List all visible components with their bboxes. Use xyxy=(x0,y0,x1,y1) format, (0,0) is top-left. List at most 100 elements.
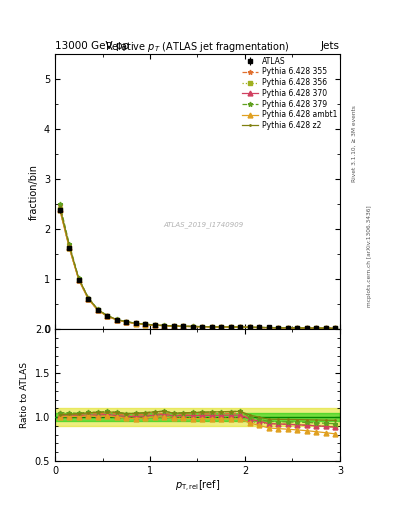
Text: mcplots.cern.ch [arXiv:1306.3436]: mcplots.cern.ch [arXiv:1306.3436] xyxy=(367,205,373,307)
Pythia 6.428 370 xyxy=(247,324,252,330)
Pythia 6.428 z2 xyxy=(219,324,224,330)
Pythia 6.428 ambt1 xyxy=(152,322,157,328)
Line: Pythia 6.428 370: Pythia 6.428 370 xyxy=(57,206,338,331)
Pythia 6.428 ambt1 xyxy=(295,325,299,331)
Pythia 6.428 356 xyxy=(228,324,233,330)
Pythia 6.428 ambt1 xyxy=(314,325,319,331)
Pythia 6.428 379 xyxy=(181,323,185,329)
Pythia 6.428 370 xyxy=(200,324,205,330)
Pythia 6.428 ambt1 xyxy=(171,323,176,329)
Pythia 6.428 z2 xyxy=(333,325,338,331)
Pythia 6.428 356 xyxy=(295,325,299,331)
Pythia 6.428 355 xyxy=(124,319,129,325)
Pythia 6.428 355 xyxy=(276,325,281,331)
Pythia 6.428 370 xyxy=(181,323,185,329)
Pythia 6.428 z2 xyxy=(143,321,148,327)
Pythia 6.428 z2 xyxy=(323,325,328,331)
Pythia 6.428 355 xyxy=(86,295,91,301)
Pythia 6.428 356 xyxy=(304,325,309,331)
Pythia 6.428 356 xyxy=(143,322,148,328)
Pythia 6.428 379 xyxy=(247,324,252,330)
Pythia 6.428 z2 xyxy=(209,324,214,330)
Pythia 6.428 z2 xyxy=(152,322,157,328)
Pythia 6.428 379 xyxy=(190,324,195,330)
Pythia 6.428 ambt1 xyxy=(133,321,138,327)
Pythia 6.428 379 xyxy=(152,322,157,328)
Pythia 6.428 355 xyxy=(257,325,262,331)
Pythia 6.428 379 xyxy=(200,324,205,330)
Pythia 6.428 z2 xyxy=(190,324,195,330)
Bar xyxy=(55,408,340,426)
Pythia 6.428 355 xyxy=(266,325,271,331)
Pythia 6.428 ambt1 xyxy=(57,207,62,213)
Pythia 6.428 ambt1 xyxy=(323,325,328,331)
Pythia 6.428 ambt1 xyxy=(190,324,195,330)
Pythia 6.428 379 xyxy=(67,241,72,247)
Pythia 6.428 356 xyxy=(238,324,242,330)
Pythia 6.428 370 xyxy=(333,325,338,331)
Pythia 6.428 ambt1 xyxy=(105,313,110,319)
Pythia 6.428 ambt1 xyxy=(181,324,185,330)
Pythia 6.428 355 xyxy=(133,321,138,327)
Pythia 6.428 z2 xyxy=(76,275,81,282)
Pythia 6.428 ambt1 xyxy=(114,317,119,323)
Pythia 6.428 356 xyxy=(323,325,328,331)
Pythia 6.428 370 xyxy=(190,324,195,330)
Pythia 6.428 379 xyxy=(304,325,309,331)
Pythia 6.428 356 xyxy=(162,323,167,329)
Pythia 6.428 ambt1 xyxy=(247,325,252,331)
Pythia 6.428 370 xyxy=(67,244,72,250)
Pythia 6.428 356 xyxy=(276,325,281,331)
Pythia 6.428 355 xyxy=(57,202,62,208)
Line: Pythia 6.428 355: Pythia 6.428 355 xyxy=(57,203,338,331)
Pythia 6.428 ambt1 xyxy=(228,324,233,330)
Line: Pythia 6.428 356: Pythia 6.428 356 xyxy=(58,207,337,330)
Pythia 6.428 370 xyxy=(133,321,138,327)
Pythia 6.428 z2 xyxy=(114,316,119,323)
Pythia 6.428 z2 xyxy=(124,318,129,325)
Pythia 6.428 379 xyxy=(238,324,242,330)
Pythia 6.428 ambt1 xyxy=(285,325,290,331)
Pythia 6.428 z2 xyxy=(162,323,167,329)
Pythia 6.428 355 xyxy=(247,324,252,330)
Pythia 6.428 z2 xyxy=(200,324,205,330)
Pythia 6.428 370 xyxy=(143,322,148,328)
Y-axis label: Ratio to ATLAS: Ratio to ATLAS xyxy=(20,362,29,428)
Pythia 6.428 355 xyxy=(114,316,119,323)
Pythia 6.428 379 xyxy=(257,325,262,331)
Line: Pythia 6.428 z2: Pythia 6.428 z2 xyxy=(59,206,336,330)
Pythia 6.428 355 xyxy=(200,324,205,330)
Pythia 6.428 z2 xyxy=(228,324,233,330)
Pythia 6.428 370 xyxy=(171,323,176,329)
Pythia 6.428 z2 xyxy=(133,320,138,326)
Pythia 6.428 355 xyxy=(323,325,328,331)
Pythia 6.428 ambt1 xyxy=(86,296,91,302)
Pythia 6.428 379 xyxy=(105,312,110,318)
Pythia 6.428 z2 xyxy=(181,323,185,329)
Pythia 6.428 356 xyxy=(57,206,62,212)
Pythia 6.428 379 xyxy=(57,201,62,207)
Pythia 6.428 ambt1 xyxy=(76,277,81,283)
Pythia 6.428 370 xyxy=(124,319,129,325)
Pythia 6.428 370 xyxy=(304,325,309,331)
Pythia 6.428 355 xyxy=(143,321,148,327)
Bar xyxy=(55,413,340,421)
Pythia 6.428 z2 xyxy=(257,324,262,330)
Pythia 6.428 379 xyxy=(323,325,328,331)
Pythia 6.428 z2 xyxy=(295,325,299,331)
Pythia 6.428 ambt1 xyxy=(238,324,242,330)
Pythia 6.428 ambt1 xyxy=(257,325,262,331)
Pythia 6.428 z2 xyxy=(247,324,252,330)
Pythia 6.428 356 xyxy=(181,323,185,329)
Line: Pythia 6.428 379: Pythia 6.428 379 xyxy=(57,202,338,331)
Pythia 6.428 ambt1 xyxy=(143,322,148,328)
Pythia 6.428 370 xyxy=(57,206,62,212)
Pythia 6.428 379 xyxy=(171,323,176,329)
Pythia 6.428 ambt1 xyxy=(95,307,100,313)
Pythia 6.428 356 xyxy=(285,325,290,331)
Y-axis label: fraction/bin: fraction/bin xyxy=(28,164,39,220)
Pythia 6.428 370 xyxy=(323,325,328,331)
Pythia 6.428 379 xyxy=(95,306,100,312)
X-axis label: $p_\mathrm{T,rel}[\mathrm{ref}]$: $p_\mathrm{T,rel}[\mathrm{ref}]$ xyxy=(175,478,220,494)
Pythia 6.428 ambt1 xyxy=(266,325,271,331)
